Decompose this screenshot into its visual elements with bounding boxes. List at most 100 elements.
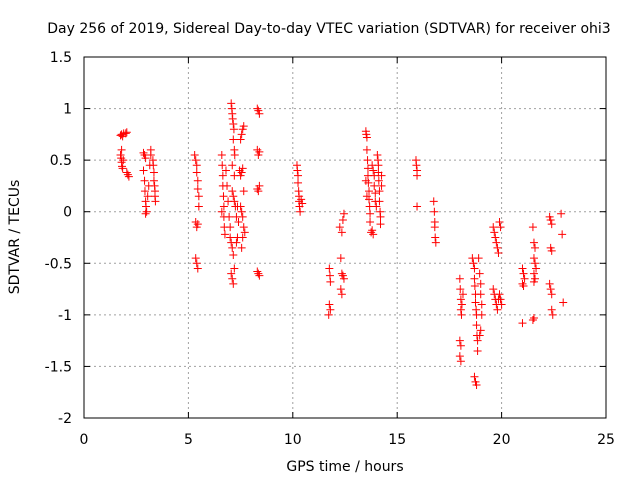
data-point [496,223,505,232]
data-point [239,187,248,196]
x-tick-label: 5 [184,432,193,448]
data-point [532,264,541,273]
data-point [255,147,264,156]
data-point [475,331,484,340]
data-point [370,171,379,180]
data-point [122,128,131,137]
data-point [368,226,377,235]
data-point [492,238,501,247]
data-point [375,187,384,196]
data-point [240,228,249,237]
data-point [121,129,130,138]
data-point [139,148,148,157]
data-point [489,285,498,294]
x-tick-labels: 0 5 10 15 20 25 [80,432,615,448]
data-point [490,228,499,237]
data-point [223,181,232,190]
data-point [528,223,537,232]
data-point [238,212,247,221]
data-point [325,300,334,309]
data-point [558,230,567,239]
data-point [118,164,127,173]
data-point [227,269,236,278]
data-point [228,161,237,170]
data-point [455,336,464,345]
data-point [495,290,504,299]
data-point [253,267,262,276]
x-tick-label: 10 [284,432,302,448]
data-point [377,181,386,190]
data-point [217,207,226,216]
data-point [497,300,506,309]
data-point [229,135,238,144]
data-point [374,176,383,185]
data-point [229,125,238,134]
data-point [191,156,200,165]
data-point [149,176,158,185]
data-point [519,281,528,290]
data-point [413,171,422,180]
data-point [238,233,247,242]
data-point [190,150,199,159]
data-point [296,207,305,216]
data-point [472,321,481,330]
data-point [493,305,502,314]
data-point [142,207,151,216]
data-point [456,357,465,366]
data-point [469,259,478,268]
data-point [367,228,376,237]
data-point [456,285,465,294]
x-tick-label: 20 [493,432,511,448]
data-point [338,215,347,224]
data-point [191,218,200,227]
data-point [226,233,235,242]
data-point [546,215,555,224]
data-point [457,310,466,319]
data-point [193,220,202,229]
data-point [494,248,503,257]
data-point [219,192,228,201]
y-tick-label: 1 [63,102,72,118]
data-point [228,114,237,123]
data-point [294,171,303,180]
data-point [230,197,239,206]
data-point [475,269,484,278]
data-point [194,202,203,211]
data-point [339,209,348,218]
data-point [495,218,504,227]
data-point [529,269,538,278]
data-point [324,310,333,319]
data-point [117,130,126,139]
data-point [234,218,243,227]
data-point [229,120,238,129]
data-point [547,305,556,314]
data-point [326,305,335,314]
data-point [141,209,150,218]
data-point [372,202,381,211]
data-point [413,202,422,211]
data-point [362,145,371,154]
data-point [455,352,464,361]
data-point [431,238,440,247]
data-point [255,271,264,280]
data-point [149,161,158,170]
data-point [221,166,230,175]
data-point [456,305,465,314]
data-point [458,290,467,299]
data-point [470,264,479,273]
axis-ticks [83,56,607,419]
data-point [520,274,529,283]
chart-title: Day 256 of 2019, Sidereal Day-to-day VTE… [47,21,610,37]
data-point [470,281,479,290]
x-tick-label: 15 [388,432,406,448]
data-point [518,319,527,328]
data-point [192,259,201,268]
data-point [297,195,306,204]
data-point [361,176,370,185]
data-point [336,254,345,263]
plot-frame [83,56,607,419]
data-point [254,187,263,196]
data-point [529,238,538,247]
data-point [325,264,334,273]
